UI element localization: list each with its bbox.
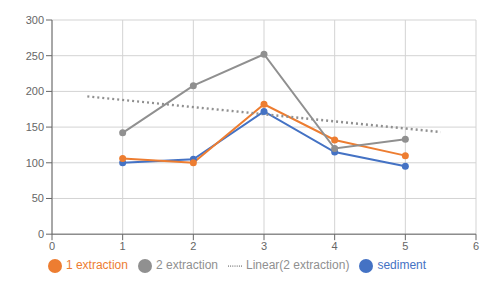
- svg-text:0: 0: [49, 240, 55, 252]
- html-text:Linear(2 extraction): Linear(2 extraction): [246, 258, 350, 273]
- svg-text:50: 50: [32, 192, 44, 204]
- svg-text:2: 2: [190, 240, 196, 252]
- html-text:sediment: sediment: [377, 258, 427, 273]
- svg-text:5: 5: [402, 240, 408, 252]
- svg-text:6: 6: [473, 240, 479, 252]
- svg-text:3: 3: [261, 240, 267, 252]
- svg-text:0: 0: [38, 228, 44, 240]
- svg-text:300: 300: [26, 14, 44, 26]
- svg-text:1: 1: [120, 240, 126, 252]
- svg-text:200: 200: [26, 85, 44, 97]
- svg-text:150: 150: [26, 121, 44, 133]
- svg-text:100: 100: [26, 157, 44, 169]
- svg-text:250: 250: [26, 50, 44, 62]
- html-text:1 extraction: 1 extraction: [65, 258, 128, 273]
- html-text:2 extraction: 2 extraction: [156, 258, 218, 273]
- svg-text:4: 4: [332, 240, 338, 252]
